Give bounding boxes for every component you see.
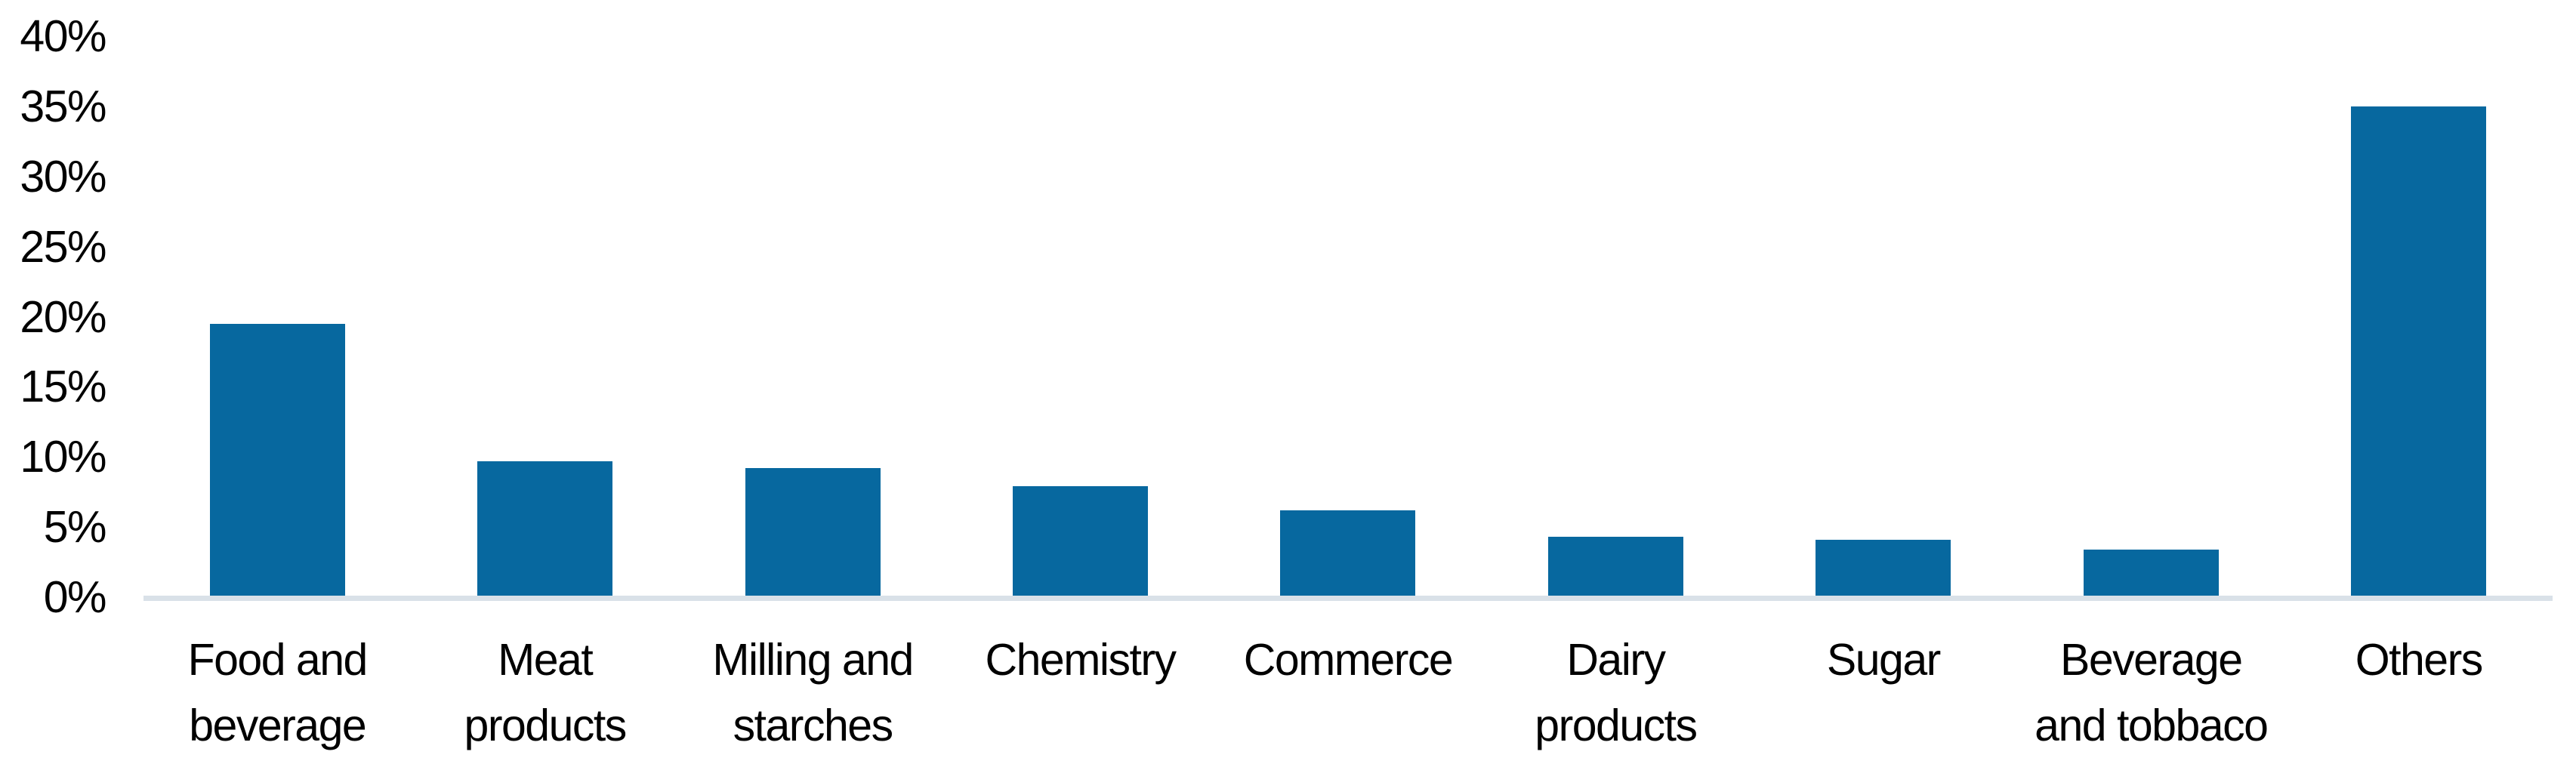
- category-label: Milling and starches: [712, 635, 914, 750]
- bar-slot: [1482, 36, 1749, 597]
- bar-slot: [143, 36, 411, 597]
- y-axis-tick-label: 5%: [43, 502, 107, 553]
- bar-food-and-beverage: [209, 323, 345, 597]
- category-label: Commerce: [1243, 635, 1454, 685]
- category-label: Chemistry: [985, 635, 1177, 685]
- y-axis-tick-label: 0%: [43, 572, 107, 622]
- bar-slot: [1214, 36, 1482, 597]
- category-label: Beverage and tobbaco: [2035, 635, 2269, 750]
- y-axis-tick-label: 10%: [20, 432, 106, 482]
- category-label: Meat products: [464, 635, 628, 750]
- x-axis-labels: Food and beverage Meat products Milling an…: [143, 627, 2553, 759]
- bar-slot: [2017, 36, 2284, 597]
- bar-others: [2351, 106, 2487, 597]
- y-axis: 40% 35% 30% 25% 20% 15% 10% 5% 0%: [0, 0, 112, 764]
- y-axis-tick-label: 40%: [20, 11, 106, 61]
- bar-slot: [411, 36, 678, 597]
- y-axis-tick-label: 15%: [20, 362, 106, 412]
- category-label: Sugar: [1826, 635, 1941, 685]
- bar-beverage-and-tobbaco: [2083, 549, 2219, 597]
- category-label: Others: [2355, 635, 2484, 685]
- category-label: Food and beverage: [187, 635, 369, 750]
- bar-milling-and-starches: [745, 468, 881, 597]
- y-axis-tick-label: 30%: [20, 151, 106, 202]
- bar-slot: [679, 36, 946, 597]
- plot-area: [143, 36, 2553, 597]
- bar-commerce: [1280, 510, 1416, 597]
- y-axis-tick-label: 35%: [20, 81, 106, 131]
- bar-chemistry: [1013, 486, 1149, 597]
- category-label: Dairy products: [1535, 635, 1698, 750]
- bar-meat-products: [477, 461, 613, 597]
- y-axis-tick-label: 25%: [20, 221, 106, 272]
- x-axis-line: [143, 596, 2553, 601]
- bar-slot: [2285, 36, 2553, 597]
- bar-slot: [1750, 36, 2017, 597]
- y-axis-tick-label: 20%: [20, 291, 106, 342]
- bar-sugar: [1816, 539, 1951, 597]
- bar-dairy-products: [1547, 537, 1683, 597]
- bar-slot: [946, 36, 1214, 597]
